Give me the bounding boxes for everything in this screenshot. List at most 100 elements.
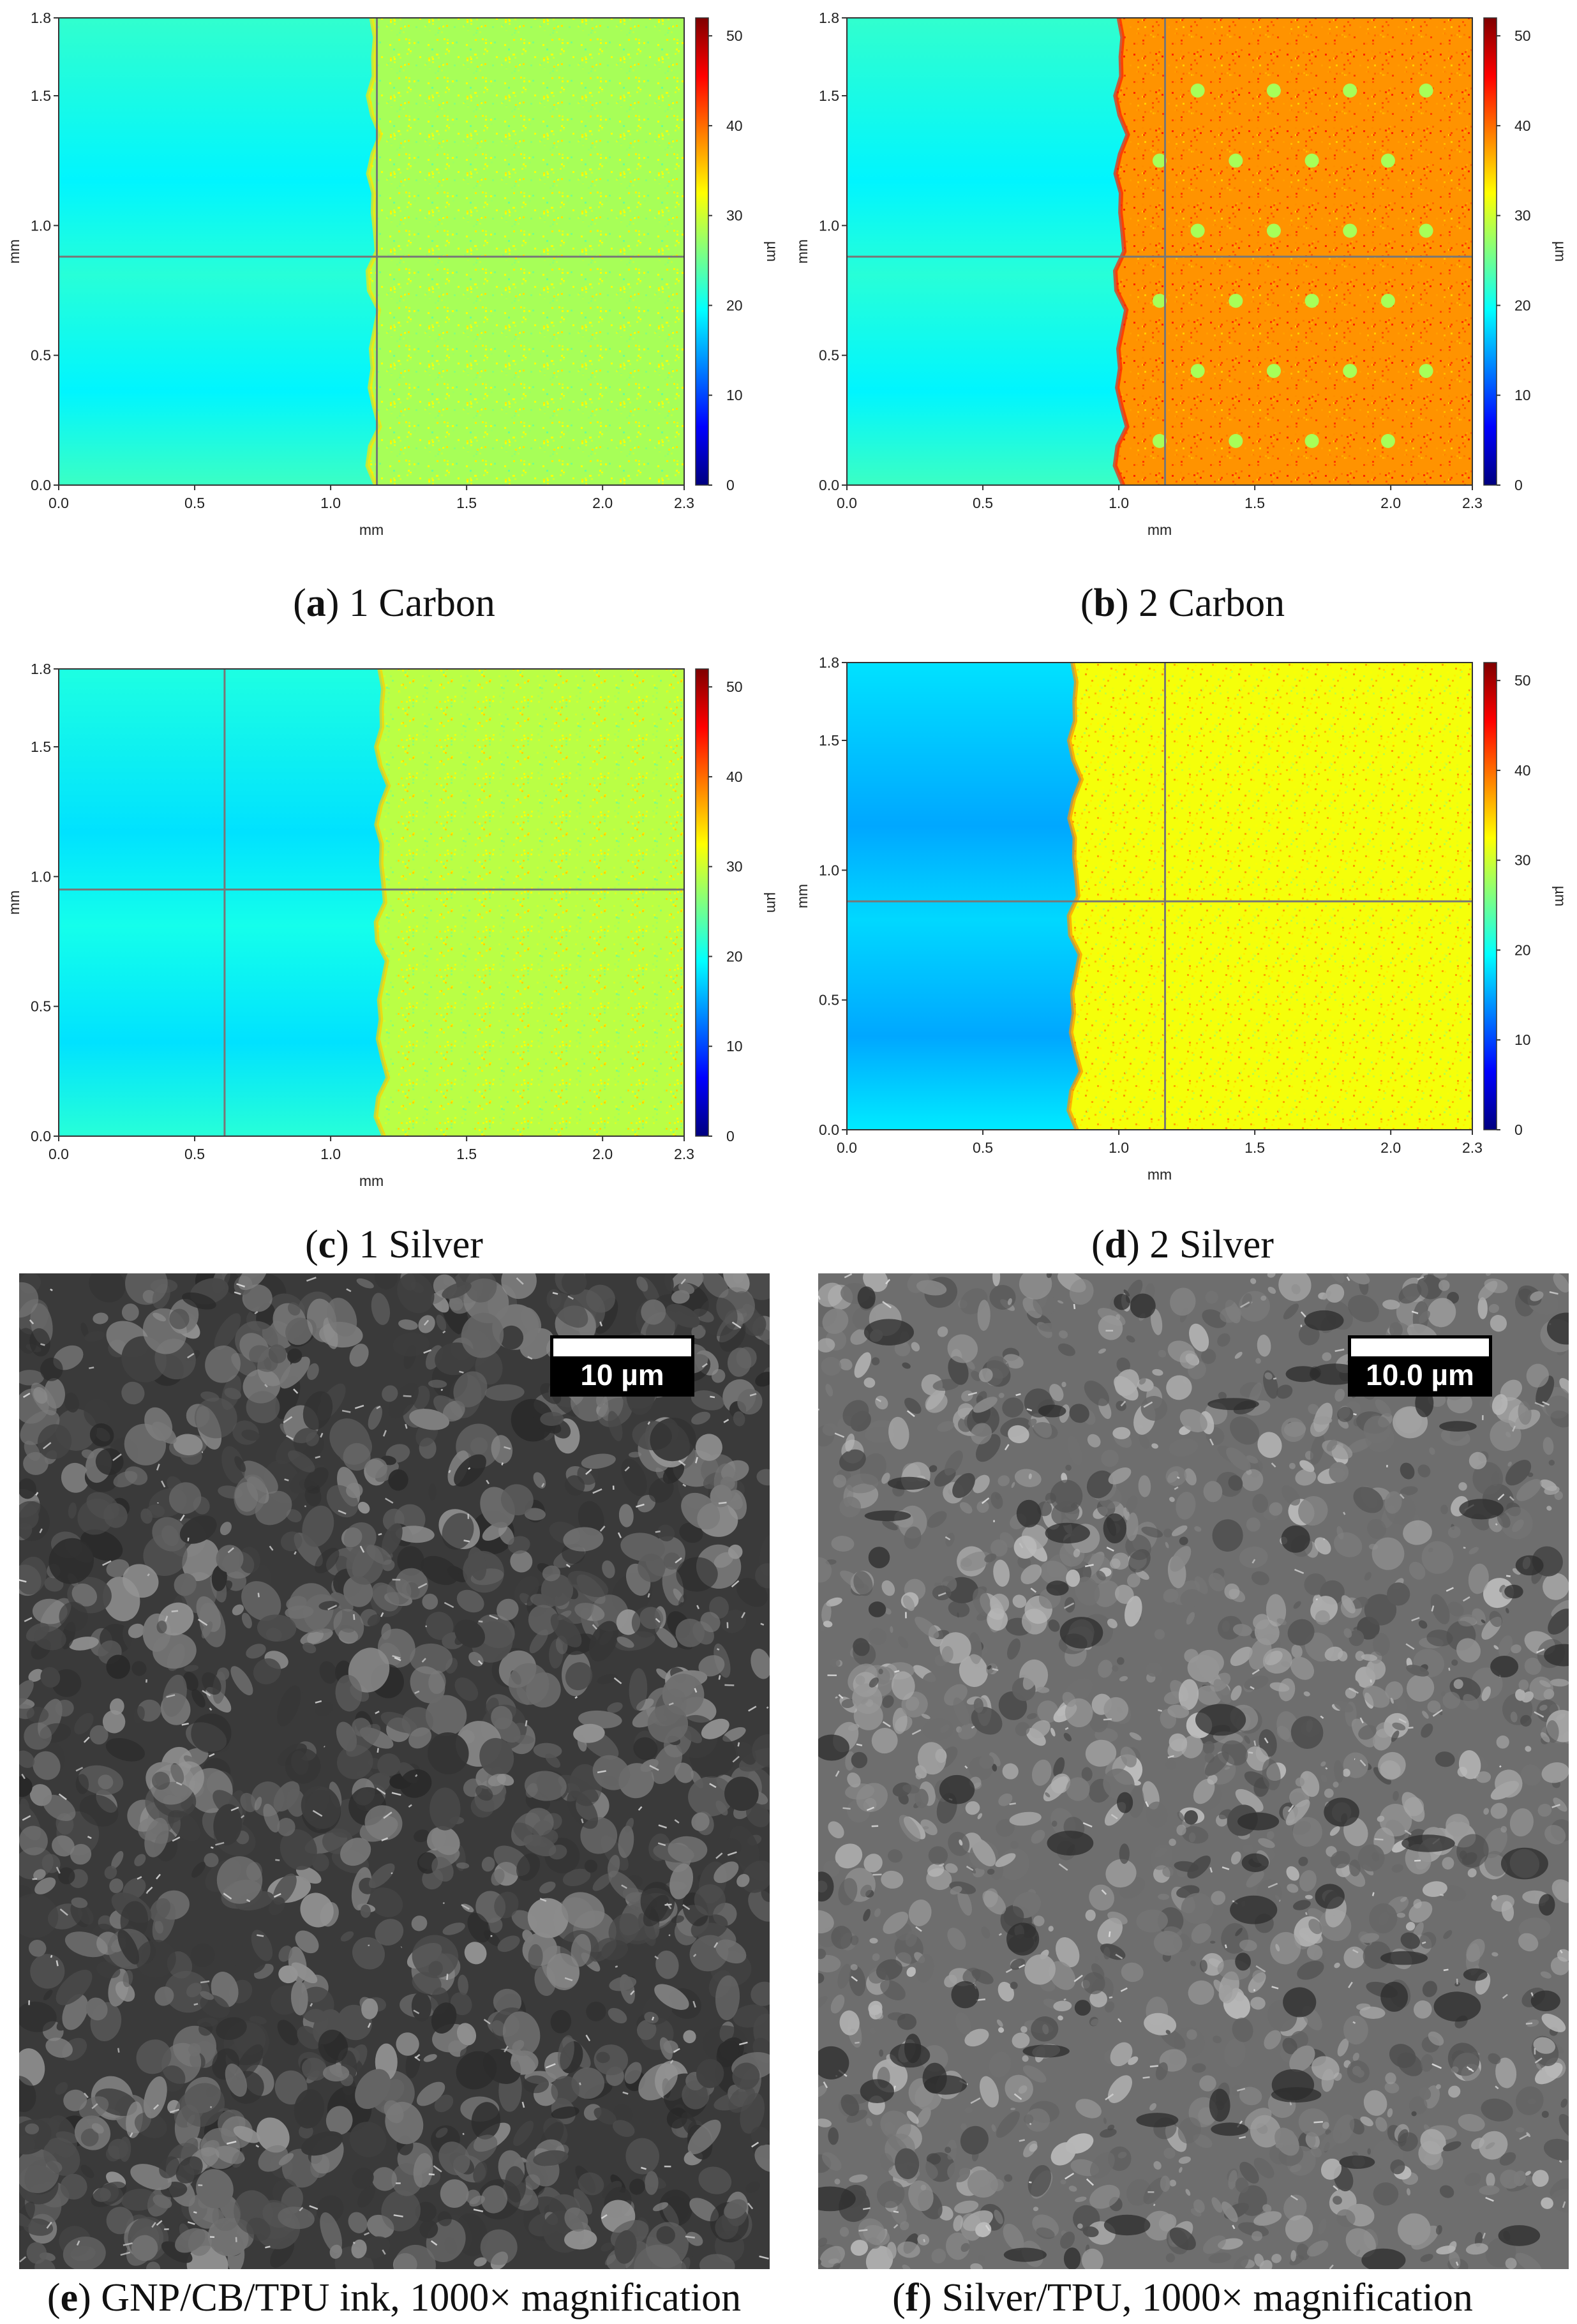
colorbar-tick-label: 30 (1514, 207, 1531, 224)
colorbar (1483, 662, 1497, 1130)
y-axis-label: mm (6, 890, 22, 915)
printed-region (375, 669, 684, 1136)
x-tick-label: 1.5 (1244, 495, 1265, 511)
print-edge-ridge (1112, 17, 1130, 486)
colorbar-tick-label: 50 (1514, 672, 1531, 689)
caption-f-label: f (905, 2276, 919, 2320)
sem-image-e (19, 1273, 770, 2269)
colorbar-tick-label: 0 (726, 1128, 735, 1144)
x-tick-label: 0.0 (837, 1139, 857, 1156)
colorbar-tick-label: 30 (726, 858, 743, 875)
print-edge-ridge (1066, 662, 1084, 1131)
y-tick-label: 0.5 (819, 347, 839, 364)
y-axis-label: mm (794, 884, 811, 908)
colorbar-tick-label: 50 (726, 27, 743, 44)
colorbar-tick-label: 10 (726, 1038, 743, 1054)
caption-d: (d) 2 Silver (1091, 1223, 1274, 1266)
x-tick-label: 1.0 (320, 495, 341, 511)
y-tick-label: 1.0 (819, 217, 839, 234)
heatmap-panel-b: 0.0 0.5 1.0 1.5 2.0 2.3 mm 0.0 0.5 1.0 1.5 1.8 mm 0 10… (794, 10, 1569, 538)
dot-feature (1266, 83, 1281, 98)
dot-feature (1343, 83, 1357, 98)
colorbar-label: µm (764, 241, 781, 262)
caption-b-text: 2 Carbon (1128, 581, 1285, 625)
colorbar-label: µm (764, 892, 781, 913)
colorbar-tick-label: 10 (1514, 1031, 1531, 1048)
y-tick-label: 0.5 (819, 992, 839, 1008)
y-tick-label: 1.5 (31, 738, 51, 755)
y-tick-label: 0.5 (31, 998, 51, 1015)
caption-e-text: GNP/CB/TPU ink, 1000× magnification (91, 2276, 742, 2320)
scale-bar-f: 10.0 µm (1348, 1335, 1492, 1397)
y-tick-label: 1.8 (31, 10, 51, 26)
dot-feature (1190, 223, 1205, 238)
caption-c-text: 1 Silver (348, 1223, 483, 1266)
dot-feature (1419, 223, 1433, 238)
print-edge-ridge (373, 668, 391, 1137)
dot-feature (1380, 153, 1395, 168)
y-tick-label: 0.0 (819, 477, 839, 493)
dot-feature (1304, 294, 1319, 308)
colorbar-tick-label: 0 (1514, 477, 1523, 493)
caption-f: (f) Silver/TPU, 1000× magnification (892, 2276, 1473, 2320)
x-tick-label: 0.0 (49, 495, 69, 511)
x-tick-label: 0.5 (184, 1146, 205, 1162)
colorbar-tick-label: 20 (726, 297, 743, 313)
x-tick-label: 2.3 (674, 495, 694, 511)
dot-feature (1419, 364, 1433, 379)
y-tick-label: 1.0 (31, 868, 51, 885)
plot-frame (58, 17, 685, 486)
x-tick-label: 1.0 (1109, 495, 1129, 511)
caption-c-label: c (318, 1223, 336, 1266)
caption-b: (b) 2 Carbon (1080, 581, 1285, 625)
x-tick-label: 0.0 (837, 495, 857, 511)
y-tick-label: 0.0 (31, 477, 51, 493)
x-tick-label: 0.0 (49, 1146, 69, 1162)
plot-frame (58, 668, 685, 1137)
caption-a-text: 1 Carbon (339, 581, 495, 625)
dot-feature (1304, 153, 1319, 168)
colorbar-tick-label: 20 (1514, 297, 1531, 313)
y-tick-label: 0.5 (31, 347, 51, 364)
dot-feature (1190, 83, 1205, 98)
printed-region (1068, 663, 1472, 1130)
dot-feature (1343, 223, 1357, 238)
x-tick-label: 2.3 (674, 1146, 694, 1162)
caption-f-text: Silver/TPU, 1000× magnification (932, 2276, 1473, 2320)
y-axis-label: mm (794, 239, 811, 264)
colorbar-label: µm (1552, 886, 1569, 906)
colorbar (695, 668, 709, 1137)
y-tick-label: 1.0 (819, 862, 839, 878)
scale-bar-e-label: 10 µm (580, 1358, 664, 1391)
colorbar-tick-label: 40 (726, 117, 743, 134)
dot-feature (1153, 294, 1167, 308)
heatmap-panel-d: 0.0 0.5 1.0 1.5 2.0 2.3 mm 0.0 0.5 1.0 1.5 1.8 mm 0 10… (794, 654, 1569, 1183)
caption-a-label: a (306, 581, 326, 625)
colorbar-tick-label: 50 (726, 678, 743, 695)
colorbar-tick-label: 10 (726, 387, 743, 403)
caption-a: (a) 1 Carbon (293, 581, 495, 625)
x-axis-label: mm (1147, 1166, 1172, 1183)
y-tick-label: 1.8 (819, 10, 839, 26)
y-tick-label: 1.5 (819, 87, 839, 104)
colorbar-tick-label: 20 (726, 948, 743, 964)
y-tick-label: 0.0 (819, 1121, 839, 1138)
heatmap-panel-a: 0.0 0.5 1.0 1.5 2.0 2.3 mm 0.0 0.5 1.0 1.5 1.8 mm 0 10… (6, 10, 781, 538)
x-tick-label: 2.0 (592, 495, 613, 511)
caption-d-label: d (1104, 1223, 1127, 1266)
colorbar (695, 17, 709, 486)
dot-feature (1343, 364, 1357, 379)
scale-bar-e-line (553, 1338, 691, 1356)
dot-feature (1229, 294, 1243, 308)
printed-region (1115, 18, 1472, 485)
colorbar-tick-label: 40 (726, 768, 743, 785)
colorbar-tick-label: 30 (1514, 852, 1531, 869)
plot-frame (846, 17, 1473, 486)
x-tick-label: 1.0 (320, 1146, 341, 1162)
x-tick-label: 2.0 (1380, 495, 1401, 511)
dot-feature (1229, 433, 1243, 448)
y-tick-label: 1.5 (31, 87, 51, 104)
caption-c: (c) 1 Silver (305, 1223, 483, 1266)
y-tick-label: 0.0 (31, 1128, 51, 1144)
x-tick-label: 2.0 (592, 1146, 613, 1162)
